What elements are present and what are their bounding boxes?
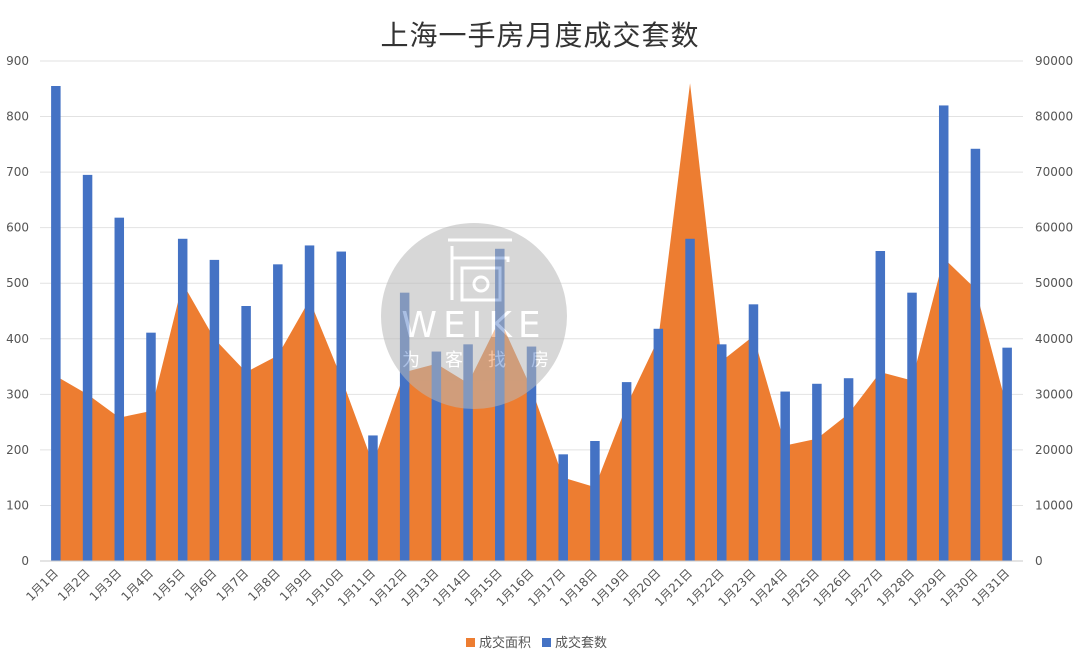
watermark-brand: WEIKE: [401, 305, 546, 346]
bar: [875, 251, 886, 561]
x-tick-label: 1月2日: [55, 566, 93, 604]
bar: [590, 441, 600, 561]
y-left-tick-label: 400: [6, 332, 29, 346]
y-left-tick-label: 0: [21, 554, 29, 568]
bar: [336, 251, 346, 562]
bar: [146, 332, 156, 561]
x-tick-label: 1月5日: [150, 566, 188, 604]
bar: [399, 292, 410, 561]
bar-series-layer: [51, 86, 1012, 562]
bar: [970, 148, 981, 561]
y-left-tick-label: 100: [6, 498, 29, 512]
bar: [177, 238, 188, 561]
y-right-tick-label: 40000: [1035, 332, 1073, 346]
y-left-tick-label: 700: [6, 165, 29, 179]
legend-swatch-area: [466, 638, 475, 647]
bar: [209, 259, 220, 561]
bar: [368, 435, 378, 561]
y-right-tick-label: 70000: [1035, 165, 1073, 179]
y-right-tick-label: 50000: [1035, 276, 1073, 290]
bar: [304, 245, 315, 561]
bar: [82, 174, 93, 561]
area-series-layer: [55, 83, 1008, 561]
chart-title: 上海一手房月度成交套数: [380, 19, 700, 52]
bar: [938, 105, 949, 561]
legend-label-area: 成交面积: [479, 635, 531, 651]
y-left-tick-label: 600: [6, 221, 29, 235]
bar: [748, 304, 759, 561]
watermark-house-icon: [448, 238, 512, 302]
bar: [1002, 347, 1012, 561]
y-left-tick-label: 500: [6, 276, 29, 290]
x-tick-label: 1月4日: [118, 566, 156, 604]
bar: [431, 351, 442, 561]
y-left-tick-label: 800: [6, 110, 29, 124]
bar: [843, 378, 854, 561]
x-tick-label: 1月6日: [182, 566, 220, 604]
legend-swatch-bar: [542, 638, 551, 647]
y-left-tick-label: 900: [6, 54, 29, 68]
legend-label-bar: 成交套数: [555, 635, 607, 651]
bar: [780, 391, 790, 561]
y-right-tick-label: 20000: [1035, 443, 1073, 457]
watermark-tagline-char: 为: [402, 350, 420, 371]
y-right-tick-label: 90000: [1035, 54, 1073, 68]
bar: [114, 217, 125, 561]
bar: [51, 86, 61, 561]
bar: [526, 346, 537, 561]
bar: [653, 328, 664, 561]
bar: [273, 264, 283, 561]
area-series-fill: [55, 83, 1008, 561]
watermark-logo: WEIKE 为 客 找 房: [381, 223, 567, 409]
y-left-tick-label: 300: [6, 387, 29, 401]
legend: 成交面积 成交套数: [466, 635, 607, 651]
watermark-tagline-char: 找: [488, 350, 506, 371]
y-right-tick-label: 0: [1035, 554, 1043, 568]
bar: [621, 382, 632, 561]
watermark-tagline-char: 房: [531, 350, 549, 371]
bar: [812, 383, 822, 561]
y-right-tick-label: 10000: [1035, 498, 1073, 512]
y-right-tick-label: 60000: [1035, 221, 1073, 235]
watermark-circle: [381, 223, 567, 409]
bar: [685, 238, 695, 561]
x-tick-label: 1月1日: [23, 566, 61, 604]
y-left-tick-label: 200: [6, 443, 29, 457]
bar: [717, 344, 727, 561]
bar: [558, 454, 568, 561]
bar: [463, 344, 473, 561]
x-tick-label: 1月7日: [214, 566, 252, 604]
watermark-tagline-char: 客: [445, 350, 463, 371]
x-tick-label: 1月8日: [245, 566, 283, 604]
bar: [241, 306, 251, 561]
y-right-tick-label: 80000: [1035, 110, 1073, 124]
bar: [907, 292, 917, 561]
x-tick-label: 1月3日: [87, 566, 125, 604]
y-right-tick-label: 30000: [1035, 387, 1073, 401]
